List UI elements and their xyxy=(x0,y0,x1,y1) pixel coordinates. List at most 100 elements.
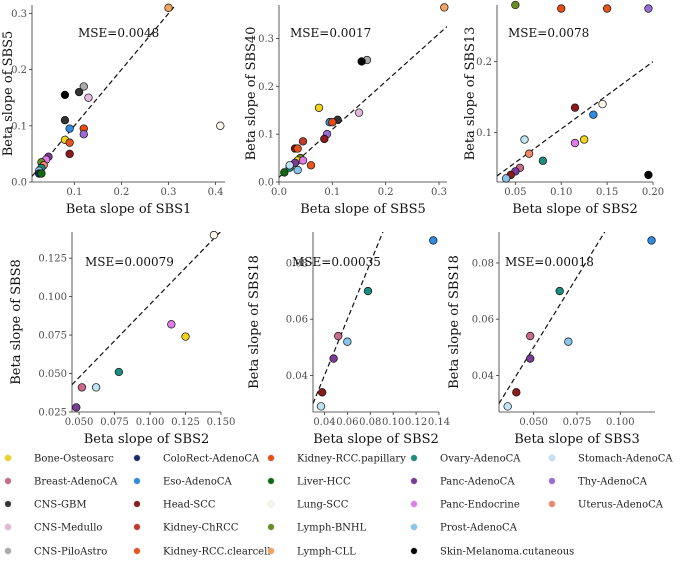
legend-label: Eso-AdenoCA xyxy=(163,477,232,488)
data-point-eso-adenoca xyxy=(647,236,656,245)
x-tick-label: 0.10 xyxy=(550,187,572,198)
x-tick-label: 0.4 xyxy=(208,187,224,198)
legend-label: Skin-Melanoma.cutaneous xyxy=(440,547,574,558)
scatter-panel-3: 0.05 0.10 0.15 0.20 0.1 0.2 Beta slope of SBS2… xyxy=(463,0,664,217)
y-tick-label: 0.1 xyxy=(476,128,492,139)
legend-marker xyxy=(410,500,418,508)
data-point-eso-adenoca xyxy=(65,124,74,133)
mse-annotation: MSE=0.00035 xyxy=(292,255,381,269)
legend-label: CNS-GBM xyxy=(34,500,87,511)
fit-line xyxy=(279,26,447,178)
legend-marker xyxy=(410,454,418,462)
legend-label: Panc-Endocrine xyxy=(440,500,520,511)
legend-label: Breast-AdenoCA xyxy=(34,477,118,488)
legend-marker xyxy=(4,477,12,485)
y-tick-label: 0.2 xyxy=(476,57,492,68)
data-point-ovary-adenoca xyxy=(555,286,564,296)
fit-line xyxy=(72,232,221,386)
y-tick-label: 0.2 xyxy=(11,65,27,76)
legend-marker xyxy=(133,547,141,555)
x-tick-label: 0.08 xyxy=(359,417,381,428)
legend-label: Kidney-RCC.papillary xyxy=(297,454,406,465)
legend-marker xyxy=(4,500,12,508)
data-point-liver-hcc xyxy=(280,168,289,177)
legend: Bone-Osteosarc Breast-AdenoCA CNS-GBM CNS-M… xyxy=(4,454,673,558)
plot-area xyxy=(497,61,653,177)
x-tick-label: 0.20 xyxy=(642,187,664,198)
x-tick-label: 0.0 xyxy=(271,187,287,198)
mse-annotation: MSE=0.0017 xyxy=(290,26,371,40)
data-point-liver-hcc xyxy=(37,169,46,178)
legend-label: Head-SCC xyxy=(163,500,216,511)
legend-marker xyxy=(267,523,275,531)
x-tick-label: 0.05 xyxy=(504,187,526,198)
y-tick-label: 0.2 xyxy=(258,82,274,93)
x-tick-label: 0.06 xyxy=(336,417,358,428)
y-tick-label: 0.1 xyxy=(258,130,274,141)
data-point-head-scc xyxy=(320,134,329,144)
y-tick-label: 0.075 xyxy=(38,331,67,342)
legend-marker xyxy=(133,477,141,485)
x-tick-label: 0.1 xyxy=(324,187,340,198)
y-tick-label: 0.1 xyxy=(11,121,27,132)
x-axis-label: Beta slope of SBS2 xyxy=(84,432,210,447)
y-tick-label: 0.04 xyxy=(286,371,308,382)
x-tick-label: 0.04 xyxy=(313,417,335,428)
data-point-ovary-adenoca xyxy=(538,156,548,165)
x-tick-label: 0.2 xyxy=(378,187,394,198)
y-tick-label: 0.06 xyxy=(286,315,308,326)
data-point-cns-medullo xyxy=(84,93,93,102)
data-point-prost-adenoca xyxy=(564,337,573,346)
data-point-cns-gbm xyxy=(60,116,70,125)
data-point-stomach-adenoca xyxy=(503,402,512,411)
scatter-panel-1: 0.1 0.2 0.3 0.4 0.0 0.1 0.2 0.3 Beta slope of SB… xyxy=(1,3,225,217)
legend-label: Kidney-RCC.clearcell xyxy=(163,547,271,558)
legend-label: CNS-PiloAstro xyxy=(34,547,107,558)
data-point-kidney-rcc-papillary xyxy=(328,118,337,127)
legend-label: Ovary-AdenoCA xyxy=(440,454,521,465)
y-tick-label: 0.3 xyxy=(11,9,27,20)
data-point-stomach-adenoca xyxy=(520,135,529,144)
data-point-lymph-bnhl xyxy=(511,0,520,10)
legend-label: Lymph-CLL xyxy=(297,547,356,558)
y-axis-label: Beta slope of SBS18 xyxy=(247,255,262,389)
y-tick-label: 0.08 xyxy=(286,258,308,269)
x-axis-label: Beta slope of SBS5 xyxy=(300,202,426,217)
legend-marker xyxy=(4,523,12,531)
data-point-breast-adenoca xyxy=(526,331,535,341)
data-point-lymph-cll xyxy=(440,3,449,12)
y-tick-label: 0.050 xyxy=(38,369,67,380)
x-tick-label: 0.1 xyxy=(66,187,82,198)
legend-label: Lung-SCC xyxy=(297,500,349,511)
data-point-panc-adenoca xyxy=(329,354,338,363)
legend-label: Liver-HCC xyxy=(297,477,351,488)
legend-marker xyxy=(267,500,275,508)
x-tick-label: 0.150 xyxy=(207,417,236,428)
x-tick-label: 0.050 xyxy=(519,417,548,428)
x-tick-label: 0.100 xyxy=(606,417,635,428)
y-axis-label: Beta slope of SBS13 xyxy=(463,27,478,161)
legend-label: Prost-AdenoCA xyxy=(440,523,518,534)
y-tick-label: 0.08 xyxy=(472,258,494,269)
data-point-kidney-rcc-papillary xyxy=(557,4,566,13)
data-point-eso-adenoca xyxy=(429,236,438,245)
data-point-ovary-adenoca xyxy=(363,286,373,296)
legend-marker xyxy=(133,500,141,508)
x-axis-label: Beta slope of SBS2 xyxy=(512,202,638,217)
data-point-panc-endocrine xyxy=(167,320,176,329)
data-point-cns-piloastro xyxy=(79,82,88,91)
mse-annotation: MSE=0.0078 xyxy=(508,26,589,40)
data-point-head-scc xyxy=(318,388,327,397)
data-point-bone-osteosarc xyxy=(580,135,589,144)
legend-label: Thy-AdenoCA xyxy=(578,477,648,488)
data-point-panc-adenoca xyxy=(72,403,81,412)
data-point-kidney-rcc-clearcell xyxy=(306,161,316,170)
legend-marker xyxy=(410,547,418,555)
legend-marker xyxy=(548,500,556,508)
legend-marker xyxy=(4,454,12,462)
x-tick-label: 0.2 xyxy=(113,187,129,198)
data-point-skin-melanoma-cutaneous xyxy=(357,57,366,66)
x-tick-label: 0.125 xyxy=(171,417,200,428)
data-point-thy-adenoca xyxy=(79,130,88,139)
legend-marker xyxy=(267,454,275,462)
